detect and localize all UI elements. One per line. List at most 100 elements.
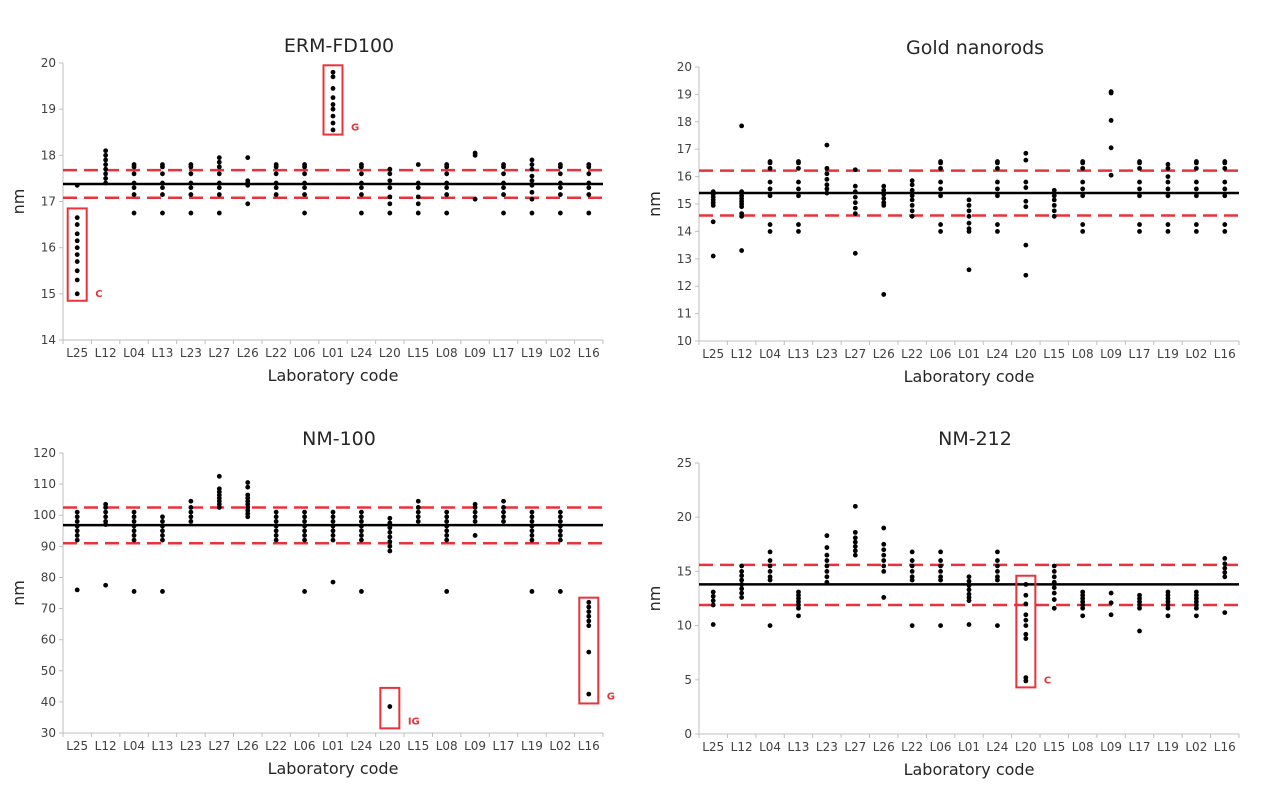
data-point-l26 xyxy=(245,201,251,207)
data-point-l12 xyxy=(103,180,109,186)
data-point-l27 xyxy=(216,185,222,191)
data-point-l15 xyxy=(415,519,421,524)
data-point-l20 xyxy=(387,543,393,549)
data-point-l15 xyxy=(415,509,421,515)
data-point-l04 xyxy=(131,537,137,543)
data-point-l12 xyxy=(103,509,109,515)
data-point-l13 xyxy=(160,533,165,538)
data-point-l20 xyxy=(387,539,393,545)
data-point-l26 xyxy=(245,484,251,490)
data-point-l02 xyxy=(1193,613,1199,619)
data-point-l26 xyxy=(881,525,887,531)
data-point-l04 xyxy=(767,574,773,580)
data-point-l24 xyxy=(359,171,364,177)
data-point-l13 xyxy=(796,613,801,619)
y-tick-label: 10 xyxy=(677,334,692,348)
x-tick-label-l02: L02 xyxy=(1185,347,1207,361)
y-tick-label: 60 xyxy=(41,633,56,647)
data-point-l08 xyxy=(444,509,450,515)
data-point-l04 xyxy=(767,623,773,628)
data-point-l12 xyxy=(739,248,745,253)
data-point-l08 xyxy=(444,519,450,524)
y-tick-label: 20 xyxy=(677,510,692,524)
y-tick-label: 17 xyxy=(677,142,692,156)
x-tick-label-l24: L24 xyxy=(986,347,1008,361)
data-point-l16 xyxy=(586,609,592,615)
data-point-l23 xyxy=(188,505,194,510)
data-point-l06 xyxy=(938,159,943,164)
data-point-l23 xyxy=(188,171,194,177)
data-point-l13 xyxy=(160,537,165,543)
data-point-l08 xyxy=(444,192,450,197)
data-point-l20 xyxy=(1023,150,1029,156)
data-point-l13 xyxy=(160,192,165,197)
x-tick-label-l12: L12 xyxy=(95,739,117,753)
data-point-l24 xyxy=(359,180,364,186)
data-point-l08 xyxy=(1080,165,1086,171)
data-point-l12 xyxy=(103,166,109,172)
data-point-l24 xyxy=(359,185,364,191)
data-point-l13 xyxy=(796,165,801,171)
x-axis-label: Laboratory code xyxy=(904,760,1035,779)
data-point-l12 xyxy=(103,152,109,158)
data-point-l04 xyxy=(767,159,773,164)
data-point-l02 xyxy=(1193,589,1199,595)
y-tick-label: 19 xyxy=(677,87,692,101)
data-point-l16 xyxy=(586,599,592,605)
data-point-l15 xyxy=(1051,574,1057,580)
x-tick-label-l16: L16 xyxy=(578,739,600,753)
x-tick-label-l27: L27 xyxy=(844,740,866,754)
data-point-l17 xyxy=(501,519,506,524)
data-point-l04 xyxy=(767,558,773,563)
data-point-l19 xyxy=(529,533,535,538)
data-point-l01 xyxy=(966,591,972,597)
data-point-l08 xyxy=(1080,613,1086,619)
data-point-l12 xyxy=(739,582,745,587)
data-point-l23 xyxy=(824,558,830,563)
data-point-l06 xyxy=(938,165,943,171)
data-point-l13 xyxy=(160,185,165,191)
data-point-l19 xyxy=(1165,589,1171,595)
data-point-l19 xyxy=(1165,222,1171,227)
data-point-l22 xyxy=(273,162,279,167)
data-point-l19 xyxy=(529,589,535,594)
data-point-l17 xyxy=(501,210,506,216)
x-tick-label-l15: L15 xyxy=(407,739,429,753)
data-point-l19 xyxy=(529,182,535,188)
data-point-l27 xyxy=(852,529,858,535)
data-point-l24 xyxy=(995,569,1000,574)
data-point-l22 xyxy=(909,193,915,199)
data-point-l12 xyxy=(739,569,745,574)
x-tick-label-l19: L19 xyxy=(521,346,543,360)
data-point-l15 xyxy=(1051,569,1057,574)
outlier-flag-label: G xyxy=(351,123,359,134)
data-point-l19 xyxy=(1165,193,1171,199)
data-point-l25 xyxy=(74,222,80,227)
data-point-l17 xyxy=(1137,165,1142,171)
x-tick-label-l22: L22 xyxy=(265,739,287,753)
data-point-l02 xyxy=(557,192,563,197)
data-point-l08 xyxy=(444,514,450,520)
data-point-l20 xyxy=(387,210,393,216)
data-point-l12 xyxy=(739,563,745,569)
y-tick-label: 18 xyxy=(677,115,692,129)
data-point-l17 xyxy=(1137,222,1142,227)
chart-svg: NM-100 30 40 50 60 70 80 90 100 110 120 L25 L12 L04 L1… xyxy=(9,428,615,778)
y-tick-label: 19 xyxy=(41,102,56,116)
data-point-l19 xyxy=(1165,174,1171,180)
chart-panel-erm-fd100: ERM-FD100 14 15 16 17 18 19 20 L25 L12 L04 L13 L23 L2… xyxy=(0,0,636,400)
data-point-l09 xyxy=(472,519,478,524)
data-point-l02 xyxy=(1193,186,1199,192)
data-point-l01 xyxy=(966,197,972,203)
data-point-l19 xyxy=(529,196,535,202)
data-point-l08 xyxy=(444,162,450,167)
data-point-l01 xyxy=(330,120,336,126)
data-point-l09 xyxy=(1108,118,1114,123)
data-point-l24 xyxy=(995,186,1000,192)
x-tick-label-l17: L17 xyxy=(1129,740,1151,754)
data-point-l22 xyxy=(909,182,915,188)
data-point-l26 xyxy=(881,541,887,547)
x-tick-label-l19: L19 xyxy=(1157,347,1179,361)
chart-svg: ERM-FD100 14 15 16 17 18 19 20 L25 L12 L04 L13 L23 L2… xyxy=(9,35,604,385)
data-point-l01 xyxy=(966,213,972,219)
